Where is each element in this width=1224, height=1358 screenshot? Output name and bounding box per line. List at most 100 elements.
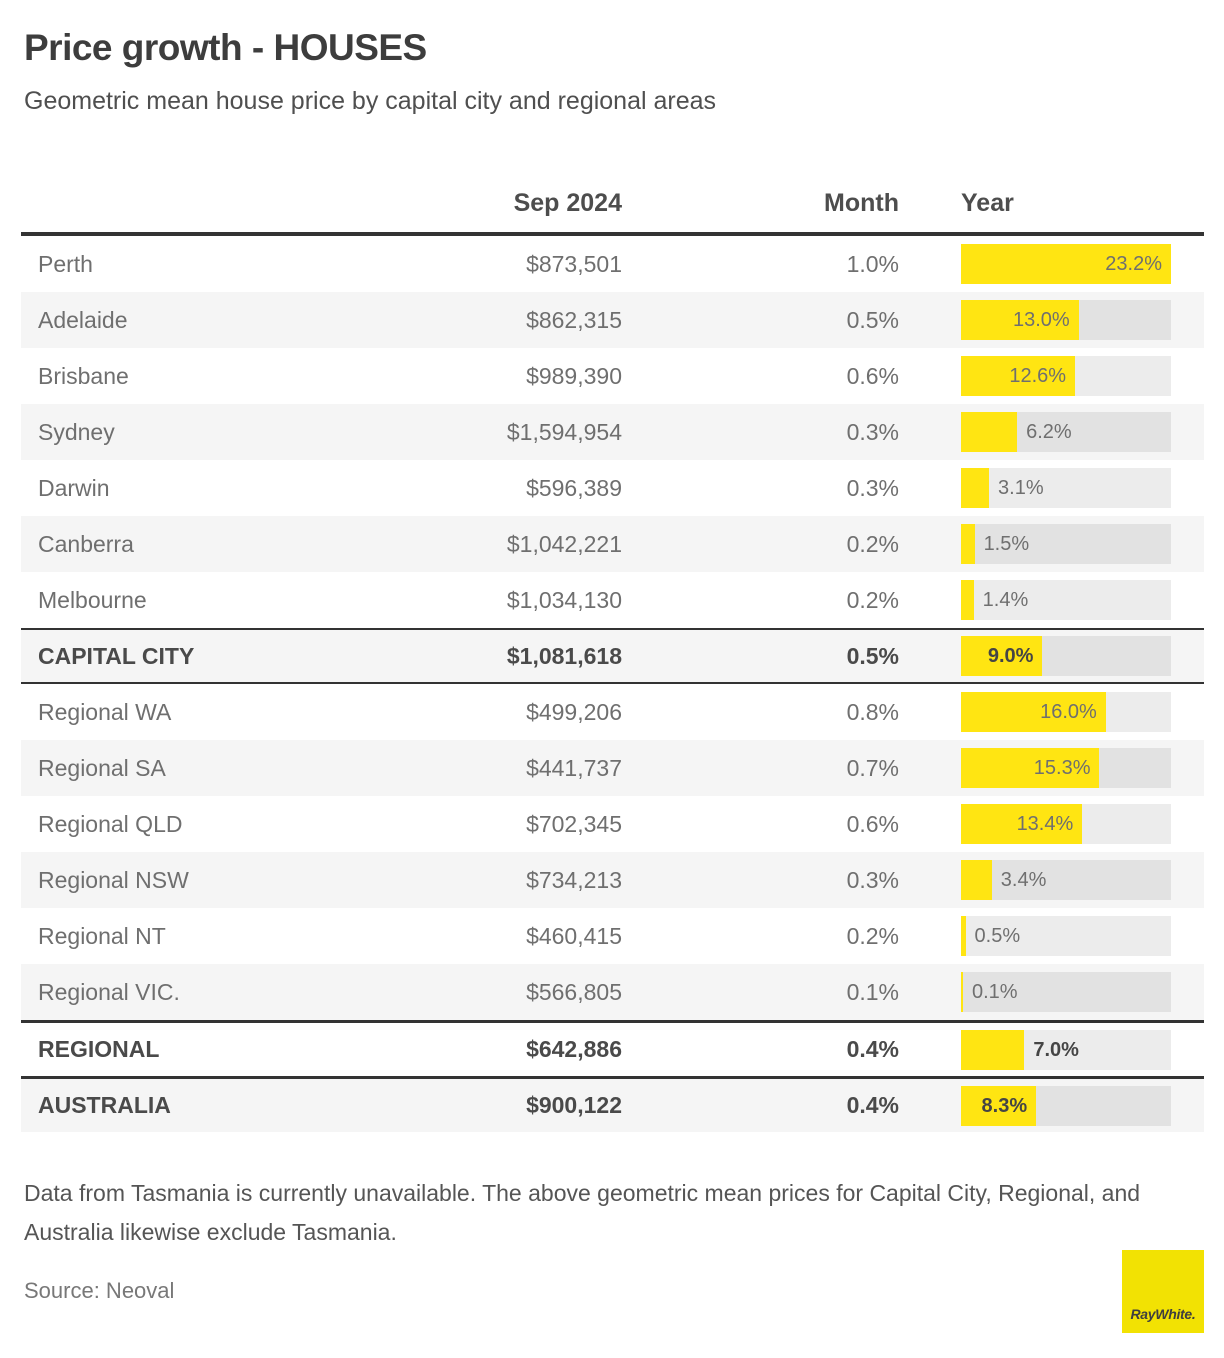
- year-bar-track: 9.0%: [961, 636, 1171, 676]
- year-bar-track: 13.4%: [961, 804, 1171, 844]
- year-bar-fill: [961, 468, 990, 508]
- price-value: $989,390: [526, 362, 622, 389]
- column-header-month: Month: [824, 189, 899, 217]
- row-label: Regional NT: [38, 922, 166, 949]
- price-value: $566,805: [526, 978, 622, 1005]
- row-label: Regional NSW: [38, 866, 189, 893]
- month-change-value: 0.2%: [846, 586, 899, 613]
- year-bar-cell: 7.0%: [961, 1029, 1171, 1070]
- year-bar-cell: 9.0%: [961, 636, 1171, 676]
- year-bar-label: 9.0%: [987, 645, 1034, 667]
- row-label: Regional QLD: [38, 810, 183, 837]
- month-change-value: 0.5%: [846, 642, 899, 669]
- month-change-value: 0.7%: [846, 754, 899, 781]
- table-body: Perth $873,501 1.0% 23.2% Adelaide $862,315 0.…: [21, 236, 1204, 1132]
- year-bar-label: 3.1%: [998, 477, 1044, 499]
- raywhite-logo: RayWhite.: [1122, 1250, 1204, 1333]
- month-change-value: 0.4%: [846, 1092, 899, 1118]
- year-bar-fill: [961, 860, 992, 900]
- column-header-year: Year: [961, 189, 1014, 217]
- year-bar-cell: 0.5%: [961, 916, 1171, 956]
- table-row: Regional WA $499,206 0.8% 16.0%: [21, 684, 1204, 740]
- year-bar-label: 1.4%: [982, 589, 1029, 611]
- year-bar-cell: 8.3%: [961, 1085, 1171, 1126]
- year-bar-track: 3.1%: [961, 468, 1171, 508]
- year-bar-track: 16.0%: [961, 692, 1171, 732]
- year-bar-cell: 1.5%: [961, 524, 1171, 564]
- table-row: Perth $873,501 1.0% 23.2%: [21, 236, 1204, 292]
- year-bar-label: 23.2%: [1105, 253, 1162, 275]
- price-value: $1,594,954: [506, 418, 622, 445]
- year-bar-track: 23.2%: [961, 244, 1171, 284]
- year-bar-fill: [961, 524, 975, 564]
- table-row: CAPITAL CITY $1,081,618 0.5% 9.0%: [21, 628, 1204, 684]
- price-value: $460,415: [526, 922, 622, 949]
- year-bar-cell: 6.2%: [961, 412, 1171, 452]
- month-change-value: 0.5%: [846, 306, 899, 333]
- year-bar-track: 3.4%: [961, 860, 1171, 900]
- year-bar-label: 7.0%: [1033, 1038, 1079, 1061]
- row-label: Perth: [38, 250, 93, 277]
- row-label: CAPITAL CITY: [38, 642, 195, 669]
- table-row: Regional QLD $702,345 0.6% 13.4%: [21, 796, 1204, 852]
- year-bar-cell: 1.4%: [961, 580, 1171, 620]
- year-bar-label: 8.3%: [981, 1094, 1028, 1117]
- month-change-value: 0.6%: [846, 362, 899, 389]
- year-bar-fill: [961, 692, 1106, 732]
- year-bar-cell: 13.4%: [961, 804, 1171, 844]
- year-bar-label: 13.4%: [1016, 813, 1074, 835]
- price-value: $441,737: [526, 754, 622, 781]
- year-bar-track: 1.4%: [961, 580, 1171, 620]
- price-table: Sep 2024 Month Year Perth $873,501 1.0% 23.…: [21, 172, 1204, 1132]
- month-change-value: 0.2%: [846, 530, 899, 557]
- column-header-period: Sep 2024: [513, 189, 622, 217]
- month-change-value: 0.2%: [846, 922, 899, 949]
- table-row: Sydney $1,594,954 0.3% 6.2%: [21, 404, 1204, 460]
- row-label: Regional SA: [38, 754, 166, 781]
- table-header-row: Sep 2024 Month Year: [21, 172, 1204, 236]
- source-label: Source: Neoval: [24, 1278, 175, 1303]
- year-bar-track: 15.3%: [961, 748, 1171, 788]
- price-value: $1,042,221: [506, 530, 622, 557]
- page-title: Price growth - HOUSES: [24, 27, 427, 68]
- row-label: Melbourne: [38, 586, 147, 613]
- year-bar-track: 13.0%: [961, 300, 1171, 340]
- month-change-value: 0.1%: [846, 978, 899, 1005]
- table-row: REGIONAL $642,886 0.4% 7.0%: [21, 1020, 1204, 1076]
- year-bar-label: 0.5%: [974, 925, 1021, 947]
- month-change-value: 0.3%: [846, 866, 899, 893]
- price-value: $862,315: [526, 306, 622, 333]
- year-bar-track: 8.3%: [961, 1085, 1171, 1126]
- price-value: $642,886: [526, 1036, 622, 1062]
- price-value: $900,122: [526, 1092, 622, 1118]
- price-value: $1,081,618: [506, 642, 622, 669]
- year-bar-fill: [961, 1085, 1037, 1126]
- year-bar-label: 1.5%: [983, 533, 1030, 555]
- year-bar-cell: 12.6%: [961, 356, 1171, 396]
- price-value: $873,501: [526, 250, 622, 277]
- row-label: AUSTRALIA: [38, 1092, 171, 1118]
- table-row: Adelaide $862,315 0.5% 13.0%: [21, 292, 1204, 348]
- month-change-value: 0.8%: [846, 698, 899, 725]
- row-label: Regional WA: [38, 698, 172, 725]
- row-label: Canberra: [38, 530, 134, 557]
- year-bar-cell: 13.0%: [961, 300, 1171, 340]
- year-bar-fill: [961, 916, 966, 956]
- footnote-text: Data from Tasmania is currently unavaila…: [24, 1180, 1141, 1245]
- raywhite-logo-text: RayWhite.: [1130, 1306, 1196, 1322]
- year-bar-fill: [961, 356, 1076, 396]
- table-row: Brisbane $989,390 0.6% 12.6%: [21, 348, 1204, 404]
- year-bar-track: 12.6%: [961, 356, 1171, 396]
- year-bar-label: 0.1%: [972, 981, 1018, 1003]
- price-value: $1,034,130: [506, 586, 622, 613]
- month-change-value: 0.3%: [846, 474, 899, 501]
- year-bar-cell: 3.1%: [961, 468, 1171, 508]
- year-bar-track: 6.2%: [961, 412, 1171, 452]
- row-label: Adelaide: [38, 306, 128, 333]
- year-bar-label: 6.2%: [1026, 421, 1072, 443]
- month-change-value: 1.0%: [846, 250, 899, 277]
- year-bar-label: 13.0%: [1012, 309, 1070, 331]
- row-label: Sydney: [38, 418, 115, 445]
- row-label: Regional VIC.: [38, 978, 180, 1005]
